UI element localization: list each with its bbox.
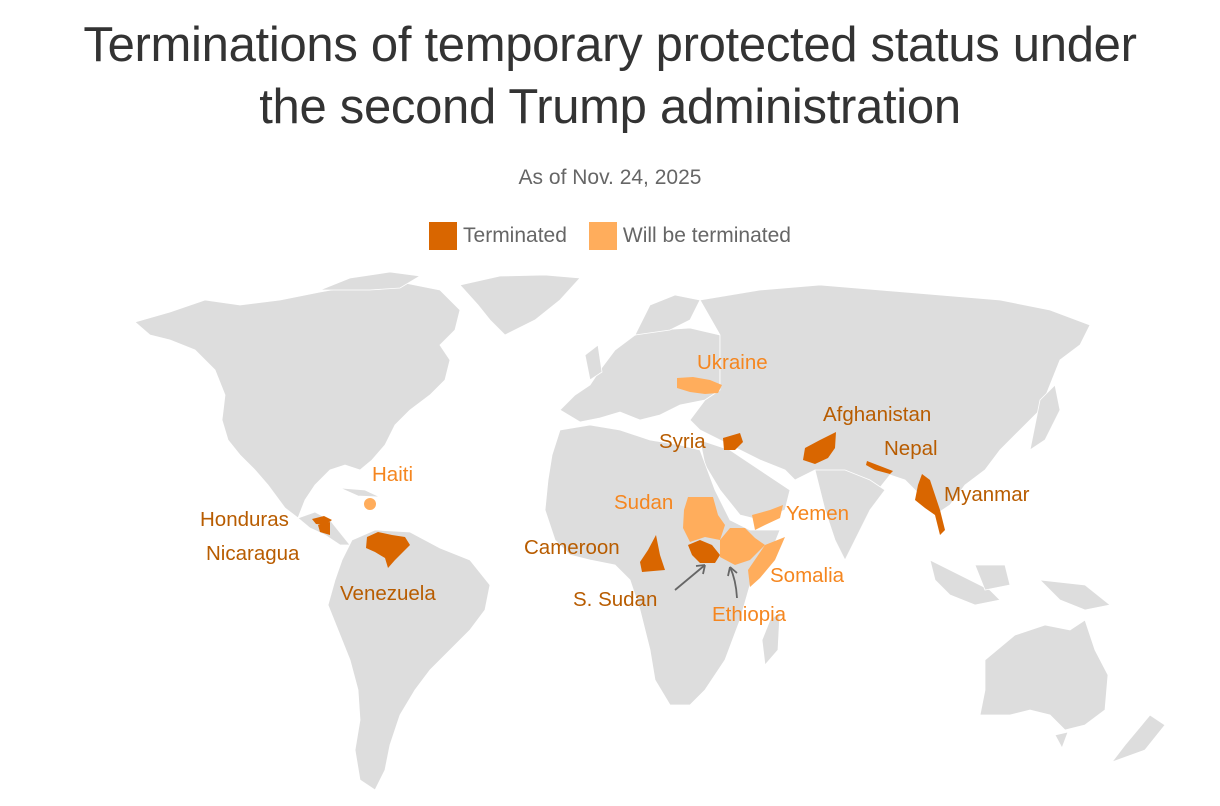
label-ethiopia: Ethiopia xyxy=(712,603,787,626)
s-sudan-shape xyxy=(688,540,720,563)
venezuela-shape xyxy=(366,532,410,568)
afghanistan-shape xyxy=(803,432,836,464)
europe xyxy=(559,327,721,423)
pointer-arrows xyxy=(674,564,738,599)
label-nicaragua: Nicaragua xyxy=(206,542,300,565)
label-nepal: Nepal xyxy=(884,437,938,460)
india xyxy=(814,469,886,561)
somalia-shape xyxy=(748,537,785,587)
label-s-sudan: S. Sudan xyxy=(573,588,658,611)
yemen-shape xyxy=(752,505,783,530)
sudan-shape xyxy=(683,497,725,542)
label-yemen: Yemen xyxy=(786,502,850,525)
will-be-terminated-countries xyxy=(364,377,785,587)
greenland xyxy=(459,274,581,336)
legend-item-terminated: Terminated xyxy=(429,222,567,250)
page-title: Terminations of temporary protected stat… xyxy=(0,14,1220,138)
label-sudan: Sudan xyxy=(614,491,674,514)
will-be-terminated-swatch xyxy=(588,222,617,250)
terminated-countries xyxy=(312,432,945,572)
label-myanmar: Myanmar xyxy=(944,483,1030,506)
label-syria: Syria xyxy=(659,430,706,453)
label-haiti: Haiti xyxy=(372,463,414,486)
label-cameroon: Cameroon xyxy=(524,536,620,559)
nepal-shape xyxy=(866,461,893,474)
label-honduras: Honduras xyxy=(200,508,289,531)
australia xyxy=(979,619,1109,731)
south-america xyxy=(327,529,491,791)
s-sudan-arrow-icon xyxy=(674,564,706,591)
ukraine-shape xyxy=(677,377,722,394)
myanmar-shape xyxy=(915,474,945,535)
legend-item-will-be-terminated: Will be terminated xyxy=(588,222,791,250)
label-ukraine: Ukraine xyxy=(697,351,768,374)
title-line-2: the second Trump administration xyxy=(259,80,961,134)
subtitle-date: As of Nov. 24, 2025 xyxy=(518,166,702,189)
terminated-swatch xyxy=(429,222,458,250)
label-venezuela: Venezuela xyxy=(340,582,436,605)
ethiopia-arrow-icon xyxy=(729,566,738,599)
nicaragua-shape xyxy=(318,522,330,535)
world-map xyxy=(134,271,1166,791)
ethiopia-shape xyxy=(720,528,765,565)
cameroon-shape xyxy=(640,535,665,572)
label-afghanistan: Afghanistan xyxy=(823,403,932,426)
title-line-1: Terminations of temporary protected stat… xyxy=(83,18,1137,72)
land-base xyxy=(134,271,1166,791)
legend-label: Terminated xyxy=(463,224,567,247)
label-somalia: Somalia xyxy=(770,564,845,587)
legend: Terminated Will be terminated xyxy=(0,222,1220,250)
haiti-marker xyxy=(364,498,376,510)
legend-label: Will be terminated xyxy=(622,224,791,247)
syria-shape xyxy=(723,433,743,450)
